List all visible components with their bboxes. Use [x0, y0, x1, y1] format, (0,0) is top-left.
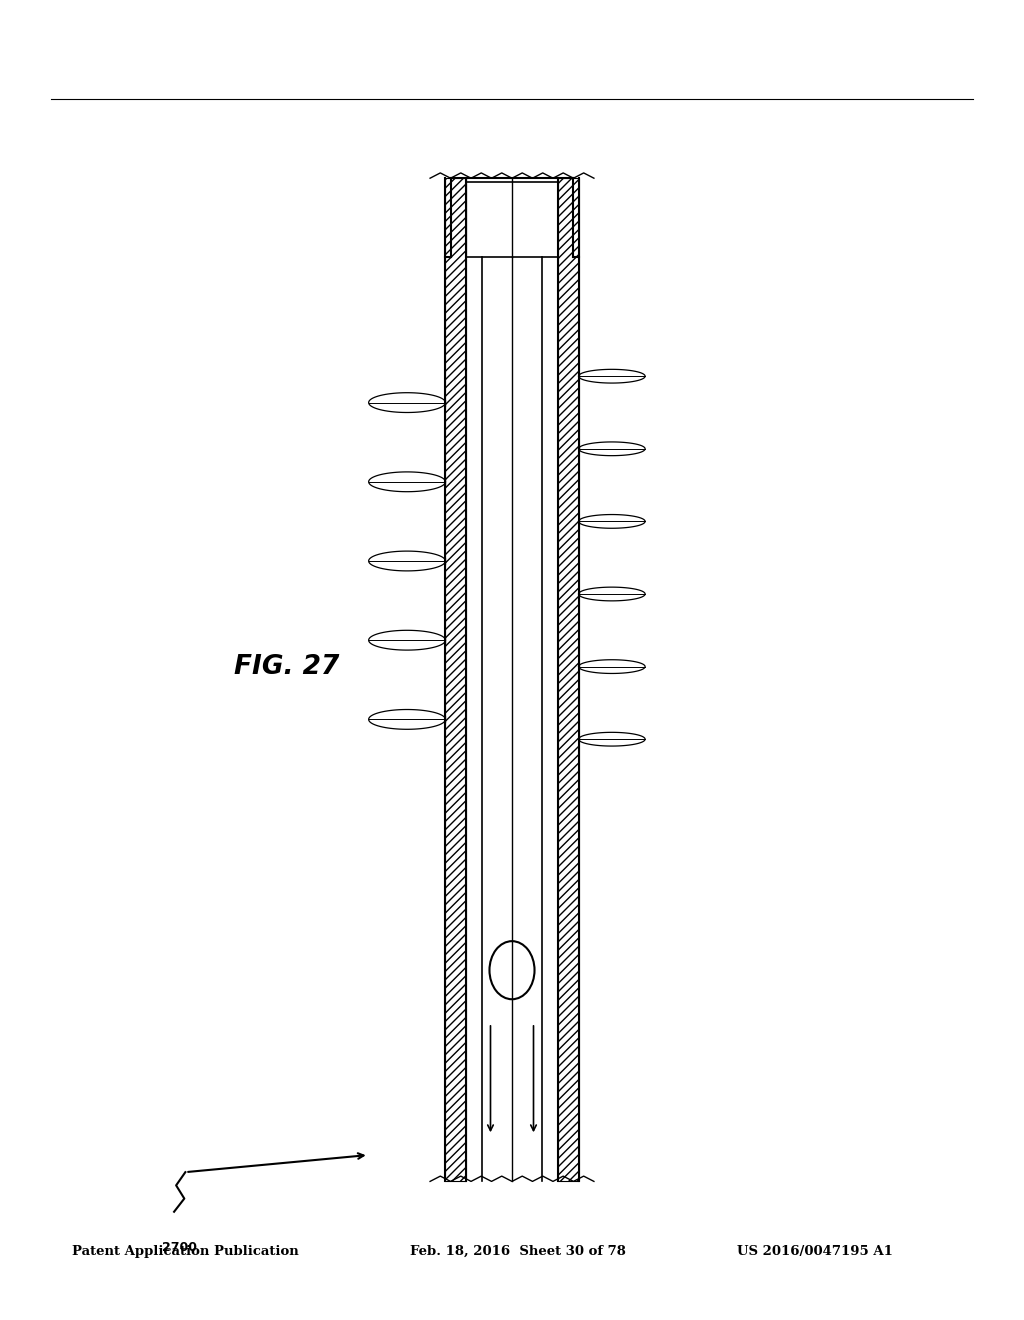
Text: US 2016/0047195 A1: US 2016/0047195 A1 [737, 1245, 893, 1258]
Text: Feb. 18, 2016  Sheet 30 of 78: Feb. 18, 2016 Sheet 30 of 78 [410, 1245, 626, 1258]
Text: Patent Application Publication: Patent Application Publication [72, 1245, 298, 1258]
Bar [445, 178, 466, 1181]
Bar [558, 178, 573, 257]
Bar [558, 178, 579, 1181]
Text: 2700: 2700 [162, 1241, 197, 1254]
Text: FIG. 27: FIG. 27 [234, 653, 339, 680]
Bar [451, 178, 466, 257]
